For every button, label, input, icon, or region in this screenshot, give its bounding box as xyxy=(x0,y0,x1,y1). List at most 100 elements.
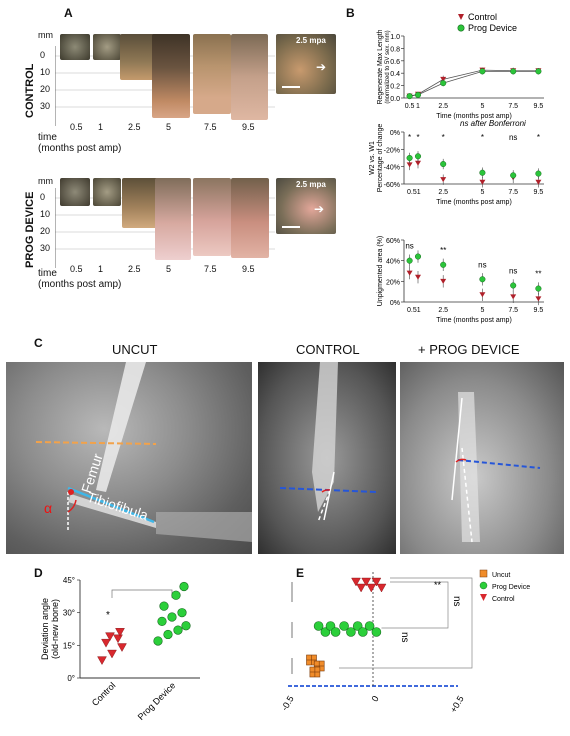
y-axis-subtitle: (normalized to 5V sex. mm) xyxy=(385,30,391,103)
control-point xyxy=(406,270,413,276)
y-tick-label: -40% xyxy=(384,165,400,172)
x-tick-label: -0.5 xyxy=(279,694,295,712)
significance-label: ** xyxy=(440,246,446,255)
y-tick-label: 0.2 xyxy=(390,84,400,91)
time-tick-label: 2.5 xyxy=(128,122,141,132)
x-tick-label: 9.5 xyxy=(534,103,544,110)
significance-label: ns xyxy=(509,133,517,142)
time-tick-label: 9.5 xyxy=(242,122,255,132)
prog-point xyxy=(163,629,173,640)
sig-top: ** xyxy=(434,580,442,590)
prog-point xyxy=(510,68,517,75)
x-tick-label: 5 xyxy=(480,307,484,314)
prog-time-label: time xyxy=(38,268,57,279)
control-row-label: CONTROL xyxy=(24,63,36,118)
control-point xyxy=(415,274,421,280)
panel-a-label: A xyxy=(64,6,73,20)
x-tick-label: 0 xyxy=(370,694,381,703)
prog-point xyxy=(414,91,422,98)
series-line-Prog Device xyxy=(409,70,539,97)
prog-point xyxy=(440,161,447,168)
y-axis-title: Regenerate Max Length xyxy=(377,29,384,104)
control-point xyxy=(356,583,366,593)
y-tick-label: 0.0 xyxy=(390,96,400,103)
control-mm-unit: mm xyxy=(38,30,53,40)
arrow-icon: ➔ xyxy=(316,60,327,74)
title-uncut: UNCUT xyxy=(112,342,158,357)
y-tick-label: 30° xyxy=(63,609,75,618)
prog-time-sub: (months post amp) xyxy=(38,279,122,290)
xray-prog-device xyxy=(400,362,564,554)
prog-point xyxy=(179,581,189,592)
x-tick-label: 0.5 xyxy=(405,103,415,110)
prog-photo-1 xyxy=(93,178,121,206)
legend-text: Prog Device xyxy=(492,584,530,591)
control-point xyxy=(440,177,447,183)
y-tick-label: 0.4 xyxy=(390,71,400,78)
prog-photo-5 xyxy=(155,178,191,260)
control-photo-5 xyxy=(152,34,190,118)
prog-photo-0.5 xyxy=(60,178,90,206)
prog-point xyxy=(167,612,177,622)
prog-point xyxy=(330,627,341,637)
prog-point xyxy=(153,636,163,646)
prog-point xyxy=(313,621,324,631)
legend-uncut-marker xyxy=(479,569,488,578)
prog-point xyxy=(414,253,422,260)
panel-e-chart: -0.5 0 +0.5 ** ns ns Uncut Prog Device Control xyxy=(279,569,530,714)
prog-point xyxy=(173,625,183,635)
control-point xyxy=(97,656,107,665)
panel-b-label: B xyxy=(346,6,355,20)
control-point xyxy=(101,638,111,648)
control-point xyxy=(117,643,127,652)
y-tick-label: 20 xyxy=(40,84,51,94)
prog-point xyxy=(177,608,187,618)
control-point xyxy=(361,577,372,587)
legend-prog-marker xyxy=(479,581,488,590)
y-tick-label: 0% xyxy=(390,130,400,137)
x-tick-label: 2.5 xyxy=(438,189,448,196)
legend-prog-marker xyxy=(457,24,465,32)
control-time-sub: (months post amp) xyxy=(38,143,122,154)
xray-uncut: Femur Tibiofibula α xyxy=(6,362,252,554)
control-photo-9.5 xyxy=(231,34,268,120)
ns-label-2: ns xyxy=(399,632,410,643)
time-tick-label: 9.5 xyxy=(242,264,255,274)
legend-control-text: Control xyxy=(468,12,497,22)
time-tick-label: 0.5 xyxy=(70,122,83,132)
prog-row-label: PROG DEVICE xyxy=(24,191,36,268)
control-point xyxy=(376,583,387,593)
scale-bar xyxy=(282,86,300,88)
x-tick-label: 2.5 xyxy=(438,307,448,314)
control-point xyxy=(113,634,123,644)
bracket-control-prog xyxy=(381,581,449,629)
y-tick-label: 10 xyxy=(40,209,51,219)
xray-uncut-overlay xyxy=(35,362,252,542)
legend-control-marker xyxy=(480,594,487,601)
y-axis-subtitle: (old-new bone) xyxy=(50,599,60,659)
control-point xyxy=(107,649,117,659)
xray-prog-overlay xyxy=(451,392,541,543)
significance-label: ns xyxy=(405,242,413,251)
control-point xyxy=(415,160,421,166)
significance-label: * xyxy=(481,133,484,142)
x-tick-label: 7.5 xyxy=(508,189,518,196)
prog-point xyxy=(406,257,413,264)
control-point xyxy=(351,577,361,587)
control-point xyxy=(440,76,447,82)
x-tick-label: +0.5 xyxy=(448,694,466,714)
control-point xyxy=(105,632,115,642)
prog-mm-unit: mm xyxy=(38,176,53,186)
control-point xyxy=(535,296,542,302)
prog-point xyxy=(371,627,382,637)
bracket-control-uncut xyxy=(339,577,473,669)
legend-control-marker xyxy=(458,14,464,20)
y-tick-label: 0 xyxy=(40,192,46,202)
x-tick-label: 7.5 xyxy=(508,307,518,314)
significance-label: ** xyxy=(535,270,541,279)
panel-e-label: E xyxy=(296,566,305,580)
x-tick-label: 5 xyxy=(480,189,484,196)
prog-photo-2.5 xyxy=(122,178,158,228)
significance-label: * xyxy=(416,133,419,142)
